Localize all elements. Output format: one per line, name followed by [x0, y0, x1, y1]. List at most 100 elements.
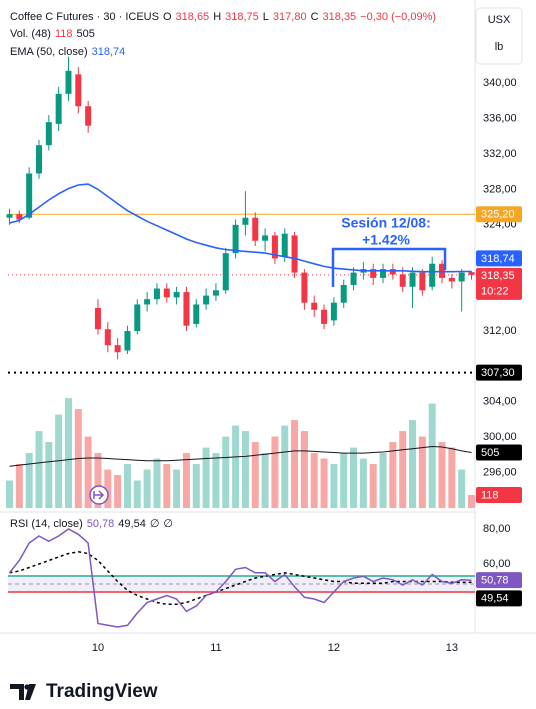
x-tick-label: 10: [92, 642, 104, 654]
unit-box[interactable]: [475, 7, 523, 65]
volume-bar: [153, 458, 161, 508]
y-tick-label: 332,00: [483, 148, 517, 160]
volume-bar: [133, 480, 141, 508]
rsi-extra-1: ∅: [149, 518, 160, 530]
volume-bar: [55, 414, 63, 508]
brand: TradingView: [46, 681, 158, 702]
candle-body: [330, 302, 337, 321]
symbol: Coffee C Futures · 30 · ICEUS: [10, 11, 159, 23]
candle-body: [468, 272, 475, 275]
candle-body: [26, 173, 33, 218]
volume-bar: [35, 431, 43, 508]
candle-body: [45, 122, 52, 146]
rsi-extra-2: ∅: [163, 518, 173, 530]
rsi-label: 49,54: [481, 593, 509, 605]
level-label-countdown: 10:22: [481, 286, 509, 298]
volume-bar: [45, 442, 53, 508]
o-value: 318,65: [175, 11, 210, 23]
candle-body: [104, 329, 111, 346]
marks-layer: 340,00336,00332,00328,00324,00312,00304,…: [6, 56, 522, 654]
rsi-value: 50,78: [86, 518, 115, 530]
h-value: 318,75: [225, 11, 259, 23]
volume-bar: [202, 447, 210, 508]
x-tick-label: 13: [446, 642, 458, 654]
level-label-box: [476, 206, 522, 223]
candle-body: [458, 272, 465, 282]
weight-unit[interactable]: lb: [494, 41, 504, 53]
candle-body: [193, 304, 200, 324]
level-label-box: [476, 267, 522, 300]
candle-body: [419, 272, 426, 291]
candle-body: [232, 224, 239, 254]
volume-label: 118: [481, 489, 499, 501]
volume-bar: [320, 458, 328, 508]
candle-body: [429, 263, 436, 287]
rsi-tick-label: 80,00: [483, 523, 511, 535]
volume-bar: [389, 442, 397, 508]
volume-bar: [330, 464, 338, 508]
volume-bar: [281, 425, 289, 508]
l-label: L: [262, 11, 269, 23]
x-tick-label: 12: [328, 642, 340, 654]
ema-value: 318,74: [91, 46, 126, 58]
volume-bar: [438, 442, 446, 508]
volume-bar: [25, 453, 33, 508]
volume-bar: [399, 431, 407, 508]
volume-bar: [359, 458, 367, 508]
volume-value: 118: [54, 28, 73, 40]
candle-body: [281, 233, 288, 257]
volume-label: 505: [481, 447, 499, 459]
candle-body: [65, 70, 72, 94]
logo-dot: [24, 684, 30, 690]
volume-bar: [418, 436, 426, 508]
logo-mark: [10, 684, 36, 700]
rsi-title: RSI (14, close): [10, 518, 83, 530]
rsi-ma-value: 49,54: [118, 518, 146, 530]
y-tick-label: 336,00: [483, 113, 517, 125]
go-to-arrow: [93, 490, 105, 500]
candle-body: [321, 309, 328, 324]
candle-body: [16, 214, 23, 220]
level-label: 318,74: [481, 253, 515, 265]
candle-body: [163, 288, 170, 298]
volume-bar: [458, 469, 466, 508]
candle-body: [340, 284, 347, 303]
volume-bar: [379, 453, 387, 508]
candle-body: [380, 269, 387, 278]
volume-bar: [192, 464, 200, 508]
level-label: 325,20: [481, 209, 515, 221]
volume-ma-value: 505: [76, 28, 95, 40]
currency-unit[interactable]: USX: [487, 14, 511, 26]
volume-bar: [104, 469, 112, 508]
l-value: 317,80: [272, 11, 307, 23]
candle-body: [389, 269, 396, 275]
c-value: 318,35: [322, 11, 357, 23]
volume-bar: [291, 420, 299, 508]
candle-body: [55, 93, 62, 124]
candle-body: [183, 292, 190, 326]
candle-body: [271, 235, 278, 259]
volume-title: Vol. (48): [10, 28, 51, 40]
volume-bar: [232, 425, 240, 508]
y-tick-label: 300,00: [483, 431, 517, 443]
volume-bar: [409, 420, 417, 508]
volume-bar: [448, 447, 456, 508]
volume-bar: [94, 453, 102, 508]
candle-body: [114, 345, 121, 353]
x-tick-label: 11: [210, 642, 221, 654]
y-tick-label: 328,00: [483, 183, 517, 195]
y-tick-label: 296,00: [483, 467, 517, 479]
y-tick-label: 304,00: [483, 396, 517, 408]
volume-bar: [123, 464, 131, 508]
rsi-label-box: [476, 590, 522, 607]
volume-bar: [251, 442, 259, 508]
volume-bar: [114, 475, 122, 508]
ema-line: [9, 183, 472, 273]
y-tick-label: 340,00: [483, 77, 517, 89]
h-label: H: [213, 11, 222, 23]
volume-bar: [143, 469, 151, 508]
volume-bar: [182, 453, 190, 508]
candle-body: [153, 288, 160, 300]
